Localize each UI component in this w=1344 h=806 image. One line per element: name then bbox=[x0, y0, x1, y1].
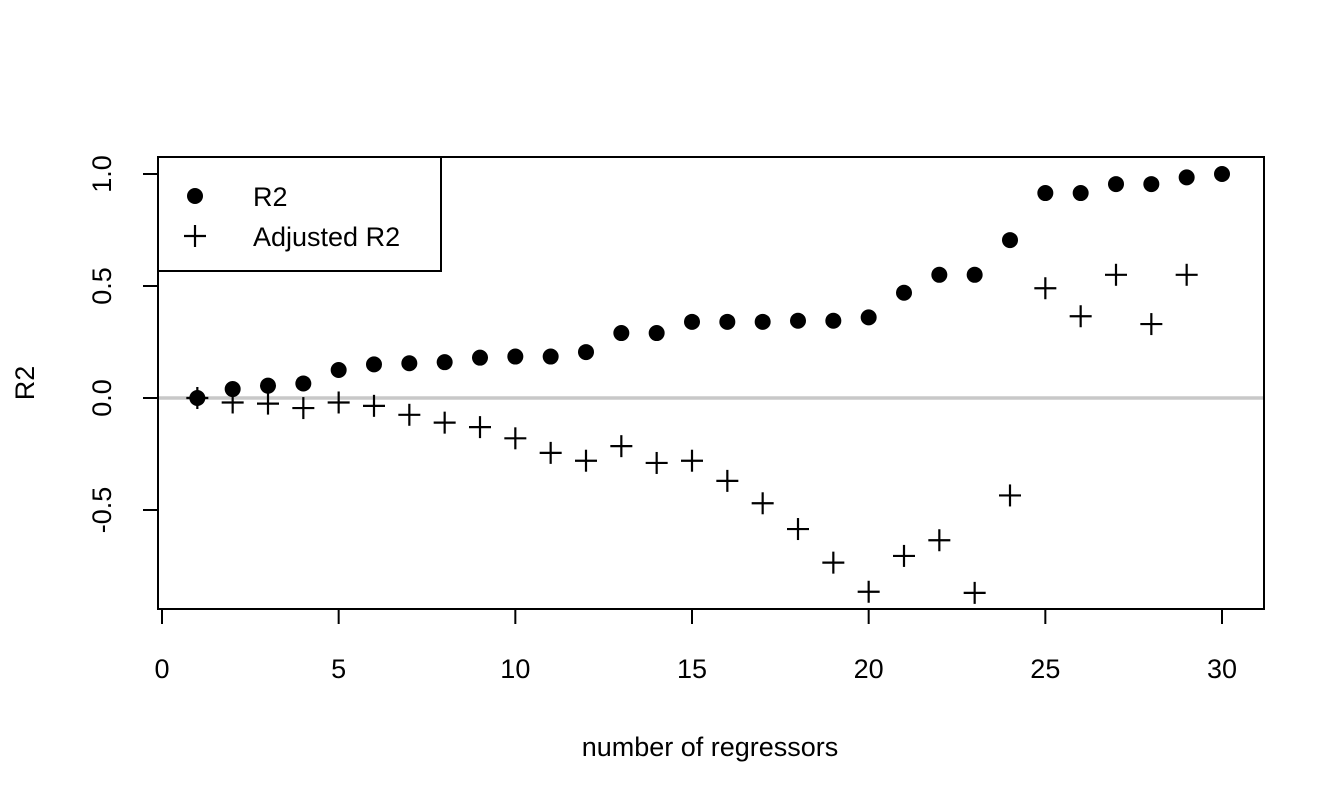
r2-point bbox=[224, 381, 241, 398]
r2-point bbox=[366, 356, 382, 373]
adjusted-r2-point bbox=[575, 449, 597, 472]
adjusted-r2-point bbox=[433, 411, 456, 434]
r2-point bbox=[401, 355, 418, 372]
y-axis: -0.5 0.0 0.5 1.0 bbox=[87, 155, 159, 534]
r2-point bbox=[507, 348, 524, 365]
legend: R2 Adjusted R2 bbox=[157, 156, 442, 272]
x-tick-label: 20 bbox=[854, 654, 884, 684]
adjusted-r2-point bbox=[327, 391, 350, 414]
adjusted-r2-point bbox=[610, 435, 633, 458]
r2-point bbox=[472, 349, 488, 366]
r2-point bbox=[1002, 232, 1018, 249]
r2-point bbox=[613, 325, 630, 342]
r2-point bbox=[754, 313, 771, 330]
r2-point bbox=[719, 313, 736, 330]
adjusted-r2-point bbox=[539, 441, 562, 464]
y-tick-label: 0.0 bbox=[87, 379, 117, 417]
adjusted-r2-point bbox=[221, 391, 244, 414]
r2-point bbox=[931, 266, 948, 283]
y-tick-label: 1.0 bbox=[87, 155, 117, 193]
r2-point bbox=[1072, 185, 1089, 202]
x-axis-title: number of regressors bbox=[582, 732, 839, 762]
legend-label-adjusted-r2: Adjusted R2 bbox=[253, 222, 400, 252]
adjusted-r2-point bbox=[1034, 277, 1057, 300]
adjusted-r2-point bbox=[1105, 263, 1127, 286]
r2-point bbox=[1214, 166, 1230, 182]
r2-point bbox=[295, 375, 312, 392]
x-tick-label: 15 bbox=[677, 654, 707, 684]
legend-box bbox=[157, 156, 442, 272]
y-axis-title: R2 bbox=[10, 366, 40, 401]
r2-point bbox=[260, 377, 276, 394]
r2-point bbox=[1178, 169, 1195, 186]
r2-point bbox=[825, 312, 842, 329]
x-tick-label: 25 bbox=[1030, 654, 1060, 684]
adjusted-r2-point bbox=[787, 518, 809, 541]
x-tick-label: 5 bbox=[331, 654, 346, 684]
adjusted-r2-point bbox=[1175, 263, 1198, 286]
x-axis: 0 5 10 15 20 25 30 bbox=[154, 608, 1237, 684]
x-tick-label: 30 bbox=[1207, 654, 1237, 684]
adjusted-r2-point bbox=[1069, 305, 1092, 328]
legend-label-r2: R2 bbox=[253, 182, 288, 212]
adjusted-r2-point bbox=[822, 551, 845, 574]
adjusted-r2-point bbox=[292, 397, 315, 420]
adjusted-r2-point bbox=[645, 451, 668, 474]
adjusted-r2-point bbox=[1140, 313, 1163, 336]
adjusted-r2-point bbox=[893, 544, 915, 567]
adjusted-r2-point bbox=[963, 581, 986, 604]
r2-point bbox=[436, 354, 453, 371]
adjusted-r2-point bbox=[504, 427, 527, 450]
r2-point bbox=[542, 348, 559, 365]
adjusted-r2-point bbox=[469, 416, 491, 439]
legend-circle-marker bbox=[187, 188, 203, 204]
x-tick-label: 10 bbox=[500, 654, 530, 684]
r2-point bbox=[648, 325, 665, 342]
y-tick-label: -0.5 bbox=[87, 487, 117, 534]
y-tick-label: 0.5 bbox=[87, 267, 117, 305]
adjusted-r2-point bbox=[751, 492, 774, 515]
adjusted-r2-point bbox=[257, 392, 279, 415]
r2-point bbox=[1108, 176, 1124, 193]
r2-point bbox=[896, 284, 912, 301]
r2-point bbox=[966, 266, 983, 283]
r2-point bbox=[1037, 185, 1054, 202]
adjusted-r2-point bbox=[681, 449, 703, 472]
legend-plus-marker bbox=[184, 225, 206, 247]
r2-point bbox=[578, 344, 594, 361]
adjusted-r2-point bbox=[716, 469, 739, 492]
x-tick-label: 0 bbox=[154, 654, 169, 684]
data-marks-layer bbox=[186, 166, 1230, 604]
adjusted-r2-point bbox=[999, 484, 1021, 507]
r2-point bbox=[684, 313, 700, 330]
adjusted-r2-point bbox=[398, 403, 421, 426]
r2-point bbox=[790, 312, 806, 329]
r2-point bbox=[1143, 176, 1160, 193]
adjusted-r2-point bbox=[857, 580, 880, 603]
adjusted-r2-point bbox=[928, 529, 951, 552]
adjusted-r2-point bbox=[363, 394, 385, 417]
r2-point bbox=[330, 362, 347, 378]
r2-point bbox=[860, 309, 877, 326]
adjusted-r2-point bbox=[186, 387, 209, 409]
